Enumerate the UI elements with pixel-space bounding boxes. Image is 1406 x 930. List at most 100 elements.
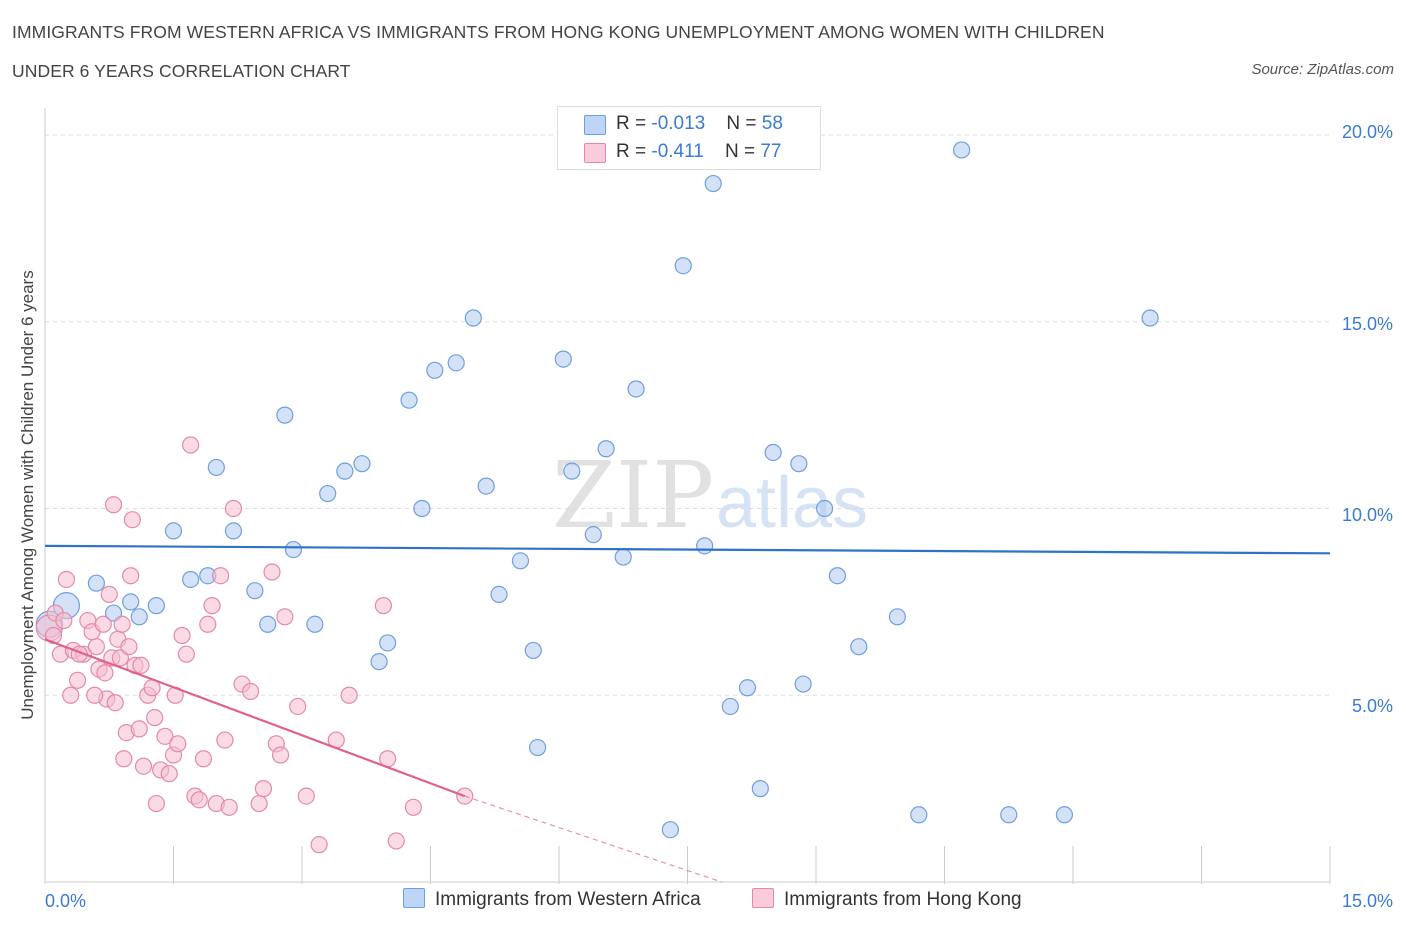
pink-point xyxy=(177,645,195,663)
blue-point xyxy=(477,477,495,495)
blue-point xyxy=(584,526,602,544)
blue-point xyxy=(674,257,692,275)
blue-point xyxy=(147,597,165,615)
blue-point xyxy=(276,406,294,424)
pink-trend-line xyxy=(44,638,466,798)
pink-point xyxy=(123,511,141,529)
chart-title-line-1: IMMIGRANTS FROM WESTERN AFRICA VS IMMIGR… xyxy=(12,22,1105,42)
pink-point xyxy=(173,626,191,645)
blue-point xyxy=(122,593,140,611)
pink-point xyxy=(340,686,358,704)
correlation-legend: R = -0.013 N = 58 R = -0.411 N = 77 xyxy=(557,106,821,170)
legend-pink-n-value: 77 xyxy=(760,141,782,162)
legend-pink-n-label: N = xyxy=(724,141,761,162)
pink-point xyxy=(132,656,150,674)
blue-point xyxy=(447,354,465,372)
blue-point xyxy=(207,458,225,477)
bottom-legend-swatch-pink xyxy=(752,888,774,908)
legend-blue-n-value: 58 xyxy=(761,113,783,134)
blue-point xyxy=(1000,806,1018,824)
blue-point xyxy=(850,638,868,656)
pink-point xyxy=(224,499,243,518)
blue-point xyxy=(1141,309,1159,327)
pink-point xyxy=(100,585,118,604)
pink-point xyxy=(134,757,153,775)
pink-point xyxy=(86,686,104,704)
legend-pink-r-label: R = xyxy=(616,141,652,162)
blue-point xyxy=(721,697,739,716)
y-tick-label: 15.0% xyxy=(1341,314,1393,334)
pink-trend-extension xyxy=(464,795,722,883)
pink-point xyxy=(310,836,328,854)
pink-point xyxy=(250,794,268,813)
chart-title-line-2: UNDER 6 YEARS CORRELATION CHART xyxy=(12,61,351,81)
blue-point xyxy=(284,540,303,559)
pink-point xyxy=(62,686,80,704)
blue-point xyxy=(563,462,581,480)
pink-point xyxy=(147,794,165,813)
pink-point xyxy=(220,798,238,816)
grid-lines xyxy=(45,134,1330,696)
pink-point xyxy=(113,615,131,633)
blue-point xyxy=(490,585,508,604)
pink-point xyxy=(55,611,73,630)
bottom-legend-blue-label: Immigrants from Western Africa xyxy=(435,889,701,910)
trend-lines xyxy=(44,544,1331,883)
pink-point xyxy=(212,567,230,585)
blue-point xyxy=(370,653,388,671)
blue-point xyxy=(87,574,106,592)
blue-point xyxy=(528,738,547,757)
blue-point xyxy=(1055,806,1074,824)
watermark-zip: ZIP xyxy=(552,442,714,549)
blue-trend-line xyxy=(44,544,1331,555)
pink-point xyxy=(130,720,148,738)
pink-point xyxy=(271,746,290,764)
blue-point xyxy=(353,455,371,473)
axes xyxy=(44,108,1331,884)
blue-point xyxy=(661,821,679,839)
pink-point xyxy=(190,791,208,809)
pink-point xyxy=(120,638,138,656)
watermark-atlas: atlas xyxy=(716,463,868,543)
blue-point xyxy=(319,484,337,503)
blue-point xyxy=(130,608,148,626)
blue-point xyxy=(790,455,808,473)
bottom-legend-swatch-blue xyxy=(403,888,425,908)
blue-point xyxy=(464,309,482,327)
blue-point xyxy=(815,499,834,518)
y-tick-label: 5.0% xyxy=(1351,696,1393,716)
data-points xyxy=(35,141,1159,854)
pink-point xyxy=(96,664,114,682)
pink-point xyxy=(194,750,213,768)
legend-pink-r-value: -0.411 xyxy=(651,141,704,162)
legend-blue-n-label: N = xyxy=(726,113,762,134)
blue-point xyxy=(259,615,277,633)
blue-point xyxy=(400,391,418,409)
source-label: Source: ZipAtlas.com xyxy=(1251,61,1394,78)
blue-point xyxy=(182,570,200,589)
pink-point xyxy=(68,671,87,689)
pink-point xyxy=(182,436,200,454)
blue-point xyxy=(751,780,769,798)
pink-point xyxy=(216,731,234,749)
blue-point xyxy=(336,462,354,480)
pink-point xyxy=(122,567,140,585)
pink-point xyxy=(203,597,221,615)
pink-point xyxy=(115,750,133,768)
blue-point xyxy=(511,552,530,570)
legend-blue-r-label: R = xyxy=(616,113,652,134)
y-tick-label: 20.0% xyxy=(1341,122,1393,142)
blue-point xyxy=(828,567,847,585)
pink-point xyxy=(404,798,422,816)
pink-point xyxy=(387,832,405,850)
blue-point xyxy=(738,679,757,697)
blue-point xyxy=(794,675,812,693)
blue-point xyxy=(953,141,971,159)
pink-point xyxy=(57,570,76,589)
pink-point xyxy=(156,727,174,745)
blue-point xyxy=(764,443,782,462)
x-tick-label: 0.0% xyxy=(45,891,87,911)
pink-point xyxy=(242,682,260,701)
blue-point xyxy=(910,806,928,824)
